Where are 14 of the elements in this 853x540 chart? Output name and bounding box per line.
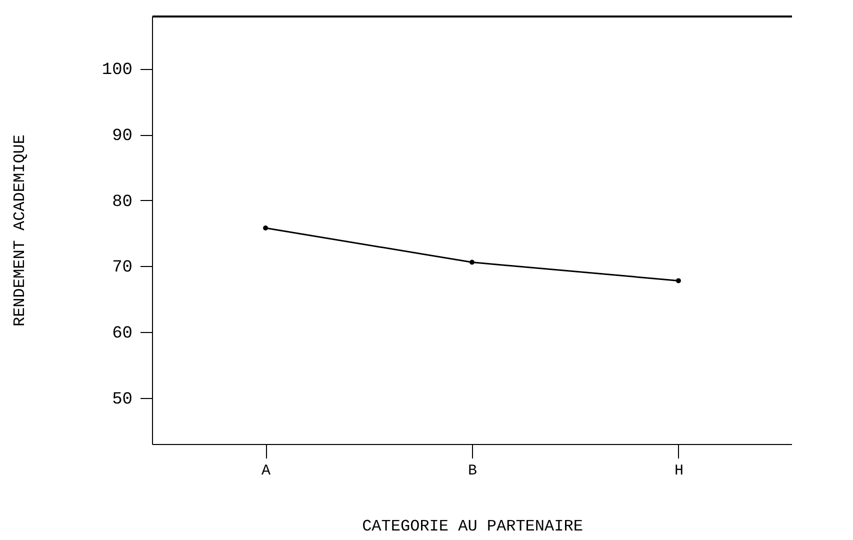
point [263, 226, 268, 231]
y-tick-label: 80 [112, 192, 132, 212]
y-tick-label: 90 [112, 127, 132, 146]
y-axis-title: RENDEMENT ACADEMIQUE [10, 134, 29, 327]
x-axis-title: CATEGORIE AU PARTENAIRE [362, 518, 583, 536]
y-tick-label: 50 [112, 390, 132, 410]
x-tick-label: H [674, 462, 684, 480]
x-tick-label: B [468, 462, 478, 480]
x-tick-label: A [262, 462, 271, 480]
point [470, 260, 474, 265]
y-tick-label: 70 [112, 258, 132, 278]
y-tick-label: 60 [112, 324, 132, 344]
y-tick-label: 100 [102, 61, 132, 80]
point [676, 278, 681, 284]
